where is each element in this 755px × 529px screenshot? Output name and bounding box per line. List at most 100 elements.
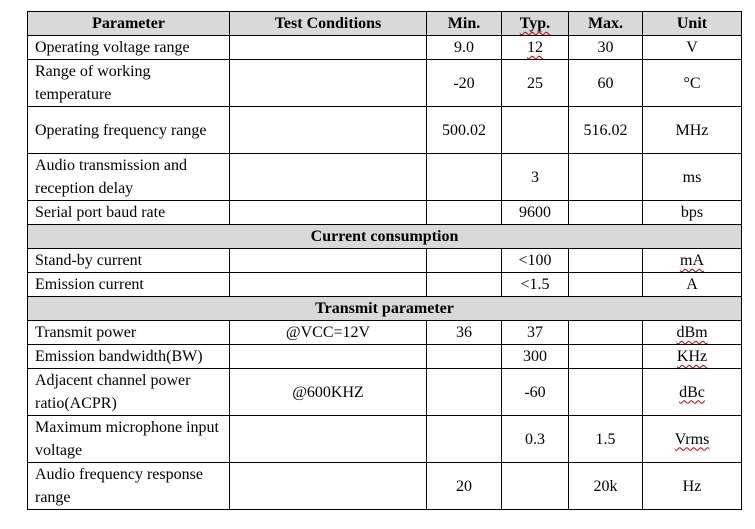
cell-typ: 0.3 — [501, 415, 569, 463]
cell-max: 1.5 — [568, 415, 643, 463]
cell-max — [568, 248, 643, 273]
section-row-transmit: Transmit parameter — [27, 296, 742, 321]
cell-parameter: Audio transmission and reception delay — [27, 153, 230, 201]
cell-typ: -60 — [501, 368, 569, 416]
cell-min — [426, 200, 502, 225]
cell-max — [568, 320, 643, 345]
cell-typ: 12 — [501, 35, 569, 60]
cell-parameter: Maximum microphone input voltage — [27, 415, 230, 463]
cell-max: 30 — [568, 35, 643, 60]
header-min: Min. — [426, 11, 502, 36]
cell-unit: Hz — [642, 462, 742, 510]
cell-conditions — [229, 344, 427, 369]
cell-unit: ms — [642, 153, 742, 201]
cell-conditions — [229, 59, 427, 107]
cell-min: 36 — [426, 320, 502, 345]
header-typ-text: Typ. — [519, 15, 551, 32]
cell-typ: 25 — [501, 59, 569, 107]
cell-conditions — [229, 272, 427, 297]
cell-unit: KHz — [642, 344, 742, 369]
cell-max — [568, 272, 643, 297]
header-typ: Typ. — [501, 11, 569, 36]
cell-min — [426, 153, 502, 201]
cell-typ — [501, 462, 569, 510]
cell-typ: 300 — [501, 344, 569, 369]
cell-unit: °C — [642, 59, 742, 107]
section-row-current: Current consumption — [27, 224, 742, 249]
table-row: Maximum microphone input voltage 0.3 1.5… — [27, 415, 742, 463]
cell-unit: bps — [642, 200, 742, 225]
cell-unit: V — [642, 35, 742, 60]
cell-typ: 3 — [501, 153, 569, 201]
cell-unit: A — [642, 272, 742, 297]
cell-parameter: Audio frequency response range — [27, 462, 230, 510]
cell-typ — [501, 106, 569, 154]
section-title: Transmit parameter — [27, 296, 742, 321]
cell-max: 20k — [568, 462, 643, 510]
cell-min — [426, 415, 502, 463]
table-row: Transmit power @VCC=12V 36 37 dBm — [27, 320, 742, 345]
cell-unit: mA — [642, 248, 742, 273]
table-row: Audio transmission and reception delay 3… — [27, 153, 742, 201]
cell-unit-text: mA — [680, 252, 704, 269]
cell-max — [568, 153, 643, 201]
table-row: Emission bandwidth(BW) 300 KHz — [27, 344, 742, 369]
cell-conditions — [229, 248, 427, 273]
cell-min — [426, 368, 502, 416]
table-row: Operating frequency range 500.02 516.02 … — [27, 106, 742, 154]
cell-parameter: Operating voltage range — [27, 35, 230, 60]
cell-min — [426, 344, 502, 369]
table-row: Serial port baud rate 9600 bps — [27, 200, 742, 225]
cell-min: 500.02 — [426, 106, 502, 154]
cell-parameter: Emission current — [27, 272, 230, 297]
header-parameter: Parameter — [27, 11, 230, 36]
cell-conditions — [229, 415, 427, 463]
cell-parameter: Adjacent channel power ratio(ACPR) — [27, 368, 230, 416]
cell-typ: <100 — [501, 248, 569, 273]
cell-parameter: Transmit power — [27, 320, 230, 345]
cell-unit-text: dBm — [676, 324, 708, 341]
cell-typ-text: 12 — [527, 39, 543, 56]
table-row: Adjacent channel power ratio(ACPR) @600K… — [27, 368, 742, 416]
cell-parameter: Emission bandwidth(BW) — [27, 344, 230, 369]
cell-unit: dBm — [642, 320, 742, 345]
cell-max — [568, 200, 643, 225]
cell-conditions — [229, 35, 427, 60]
cell-min — [426, 248, 502, 273]
cell-min: 20 — [426, 462, 502, 510]
table-row: Emission current <1.5 A — [27, 272, 742, 297]
cell-conditions: @VCC=12V — [229, 320, 427, 345]
header-conditions: Test Conditions — [229, 11, 427, 36]
cell-unit-text: dBc — [679, 383, 705, 401]
cell-typ: 37 — [501, 320, 569, 345]
cell-parameter: Operating frequency range — [27, 106, 230, 154]
cell-max — [568, 368, 643, 416]
cell-unit-text: KHz — [676, 348, 708, 365]
spec-table: Parameter Test Conditions Min. Typ. Max.… — [27, 11, 742, 510]
cell-min: 9.0 — [426, 35, 502, 60]
table-row: Stand-by current <100 mA — [27, 248, 742, 273]
cell-conditions — [229, 200, 427, 225]
cell-unit-text: Vrms — [674, 430, 710, 448]
cell-conditions — [229, 462, 427, 510]
section-title: Current consumption — [27, 224, 742, 249]
cell-unit: MHz — [642, 106, 742, 154]
cell-min — [426, 272, 502, 297]
cell-unit: Vrms — [642, 415, 742, 463]
table-row: Operating voltage range 9.0 12 30 V — [27, 35, 742, 60]
table-row: Audio frequency response range 20 20k Hz — [27, 462, 742, 510]
cell-conditions — [229, 106, 427, 154]
cell-parameter: Serial port baud rate — [27, 200, 230, 225]
cell-conditions: @600KHZ — [229, 368, 427, 416]
cell-max — [568, 344, 643, 369]
cell-parameter: Stand-by current — [27, 248, 230, 273]
cell-unit: dBc — [642, 368, 742, 416]
cell-min: -20 — [426, 59, 502, 107]
cell-conditions — [229, 153, 427, 201]
table-row: Range of working temperature -20 25 60 °… — [27, 59, 742, 107]
cell-max: 516.02 — [568, 106, 643, 154]
cell-typ: <1.5 — [501, 272, 569, 297]
header-max: Max. — [568, 11, 643, 36]
cell-max: 60 — [568, 59, 643, 107]
header-row: Parameter Test Conditions Min. Typ. Max.… — [27, 11, 742, 36]
